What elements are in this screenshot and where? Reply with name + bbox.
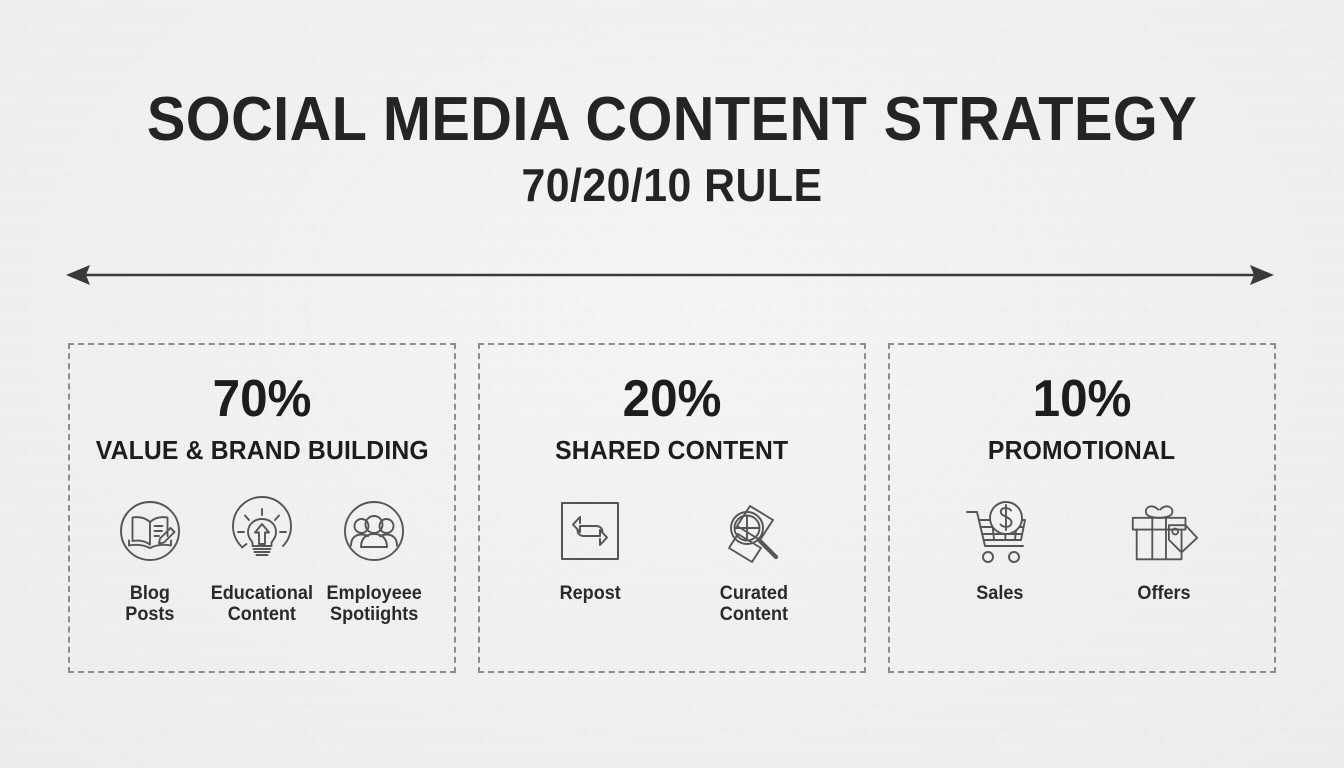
item-educational-content[interactable]: Educational Content xyxy=(206,492,318,625)
item-label: Blog Posts xyxy=(125,583,175,625)
panel-group: 70% VALUE & BRAND BUILDING xyxy=(68,343,1276,673)
double-headed-arrow xyxy=(64,258,1276,292)
page-subtitle: 70/20/10 RULE xyxy=(521,159,823,212)
item-offers[interactable]: Offers xyxy=(1096,492,1232,605)
magnifier-documents-icon xyxy=(715,492,793,570)
item-label: Sales xyxy=(976,583,1024,604)
item-label: Curated Content xyxy=(719,583,789,625)
panel-label: VALUE & BRAND BUILDING xyxy=(95,435,429,465)
people-group-icon xyxy=(335,492,413,570)
repost-arrows-icon xyxy=(551,492,629,570)
item-sales[interactable]: Sales xyxy=(932,492,1068,605)
panel-percent: 10% xyxy=(1032,370,1132,428)
item-blog-posts[interactable]: Blog Posts xyxy=(94,492,206,625)
panel-items: Repost Curated Content xyxy=(480,492,864,625)
book-pencil-icon xyxy=(111,492,189,570)
item-curated-content[interactable]: Curated Content xyxy=(686,492,822,625)
page-title: SOCIAL MEDIA CONTENT STRATEGY xyxy=(146,85,1198,154)
panel-promotional[interactable]: 10% PROMOTIONAL xyxy=(888,343,1276,673)
panel-value-brand-building[interactable]: 70% VALUE & BRAND BUILDING xyxy=(68,343,456,673)
shopping-cart-dollar-icon xyxy=(961,492,1039,570)
lightbulb-arrow-icon xyxy=(223,492,301,570)
item-label: Repost xyxy=(559,583,621,604)
panel-label: SHARED CONTENT xyxy=(555,435,789,465)
gift-box-tag-icon xyxy=(1125,492,1203,570)
panel-percent: 20% xyxy=(622,370,722,428)
panel-items: Blog Posts xyxy=(70,492,454,625)
item-employee-spotlights[interactable]: Employeee Spotiights xyxy=(318,492,430,625)
panel-items: Sales Offers xyxy=(890,492,1274,605)
item-repost[interactable]: Repost xyxy=(522,492,658,605)
item-label: Educational Content xyxy=(210,583,314,625)
item-label: Offers xyxy=(1137,583,1191,604)
panel-label: PROMOTIONAL xyxy=(988,435,1176,465)
item-label: Employeee Spotiights xyxy=(326,583,422,625)
header: SOCIAL MEDIA CONTENT STRATEGY 70/20/10 R… xyxy=(0,88,1344,210)
panel-percent: 70% xyxy=(212,370,312,428)
panel-shared-content[interactable]: 20% SHARED CONTENT Repost xyxy=(478,343,866,673)
